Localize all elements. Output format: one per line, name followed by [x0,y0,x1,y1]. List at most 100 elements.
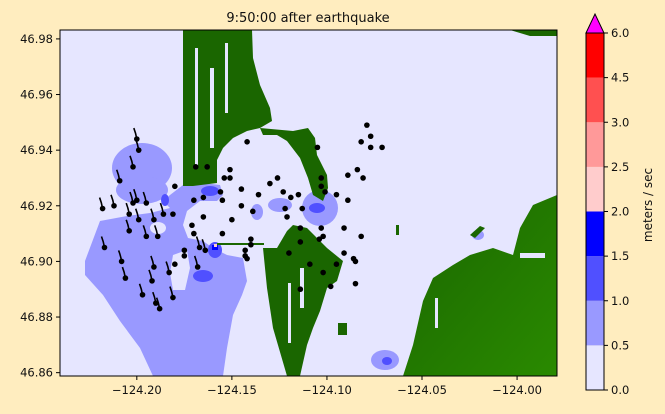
marker [191,230,197,237]
colorbar-segment [586,166,604,212]
marker [352,258,359,265]
colorbar-tick-label: 1.5 [611,249,629,263]
marker [248,241,254,248]
drifter-marker [151,264,157,270]
x-tick-label: −124.00 [492,383,542,397]
x-tick-label: −124.10 [302,383,352,397]
marker [354,166,361,173]
colorbar-extend-arrow [585,12,605,34]
drifter-markers [98,122,385,312]
drifter-marker [170,294,176,301]
drifter-marker [118,258,125,265]
drifter-marker [194,264,201,270]
marker [345,197,351,204]
drifter-marker [166,269,172,276]
marker [229,216,235,223]
marker [189,222,195,229]
drifter-marker [135,147,142,153]
marker [204,164,210,170]
top-right-land [510,30,557,36]
drifter-marker [135,216,142,223]
marker [352,280,359,287]
marker [219,197,226,204]
colorbar-segment [586,77,604,123]
y-tick-label: 46.86 [20,366,53,380]
y-tick-label: 46.88 [20,310,53,324]
colorbar: 0.0 0.5 1.0 1.5 2.0 2.5 3.0 4.5 6.0 [585,12,629,397]
drifter-marker [143,233,150,240]
marker [288,194,294,201]
marker [360,175,366,181]
marker [255,191,262,198]
drifter-marker [149,278,155,284]
marker [367,133,374,140]
marker [364,122,370,128]
x-tick-label: −124.05 [397,383,447,397]
colorbar-tick-label: 6.0 [611,26,629,40]
plot-frame [59,29,558,377]
map-area [60,30,557,376]
y-tick-label: 46.96 [20,88,53,102]
drifter-marker [134,197,140,204]
drifter-marker [154,233,161,240]
marker [297,225,304,231]
colorbar-segment [586,256,604,301]
marker [238,186,245,192]
drifter-marker [116,177,123,184]
y-tick-label: 46.94 [20,143,53,157]
drifter-marker [160,211,167,217]
marker [297,239,304,245]
drifter-marker [196,244,203,251]
y-tick-label: 46.90 [20,254,53,268]
marker [181,247,188,254]
colorbar-segment [586,33,604,78]
current-zone-1-0-1-5 [161,186,392,365]
marker [244,139,250,145]
current-zone-1-5-2-0 [212,245,218,250]
marker [327,283,334,290]
marker [200,194,207,201]
drifter-marker [156,305,163,312]
current-zone-0-5-1-0 [85,143,484,376]
marker [249,208,256,215]
y-tick-label: 46.98 [20,32,53,46]
marker [227,166,233,173]
marker [221,175,228,181]
marker [170,211,176,217]
colorbar-segment [586,300,604,346]
marker [333,261,340,267]
marker [299,205,306,212]
colorbar-segment [586,122,604,167]
marker [367,144,374,151]
marker [320,269,326,276]
colorbar-tick-label: 0.5 [611,338,629,352]
current-zone-2-0-2-5 [214,244,217,247]
marker [172,261,178,267]
marker [267,180,273,187]
chart-title: 9:50:00 after earthquake [226,11,389,26]
marker [219,230,226,237]
drifter-marker [101,244,108,251]
marker [333,191,340,198]
marker [316,236,323,242]
colorbar-segment [586,211,604,257]
jetty [217,243,264,245]
drifter-marker [151,216,157,223]
marker [341,250,347,256]
marker [318,183,325,190]
marker [244,255,250,262]
marker [248,236,254,242]
marker [242,247,248,254]
marker [314,144,321,151]
y-axis: 46.98 46.96 46.94 46.92 46.90 46.88 46.86 [20,32,60,380]
marker [172,183,178,190]
marker [341,225,347,231]
marker [181,253,188,259]
marker [238,202,245,209]
marker [284,214,290,220]
drifter-marker [130,164,136,170]
marker [379,144,385,151]
marker [192,164,199,170]
x-axis: −124.20 −124.15 −124.10 −124.05 −124.00 [112,376,542,397]
